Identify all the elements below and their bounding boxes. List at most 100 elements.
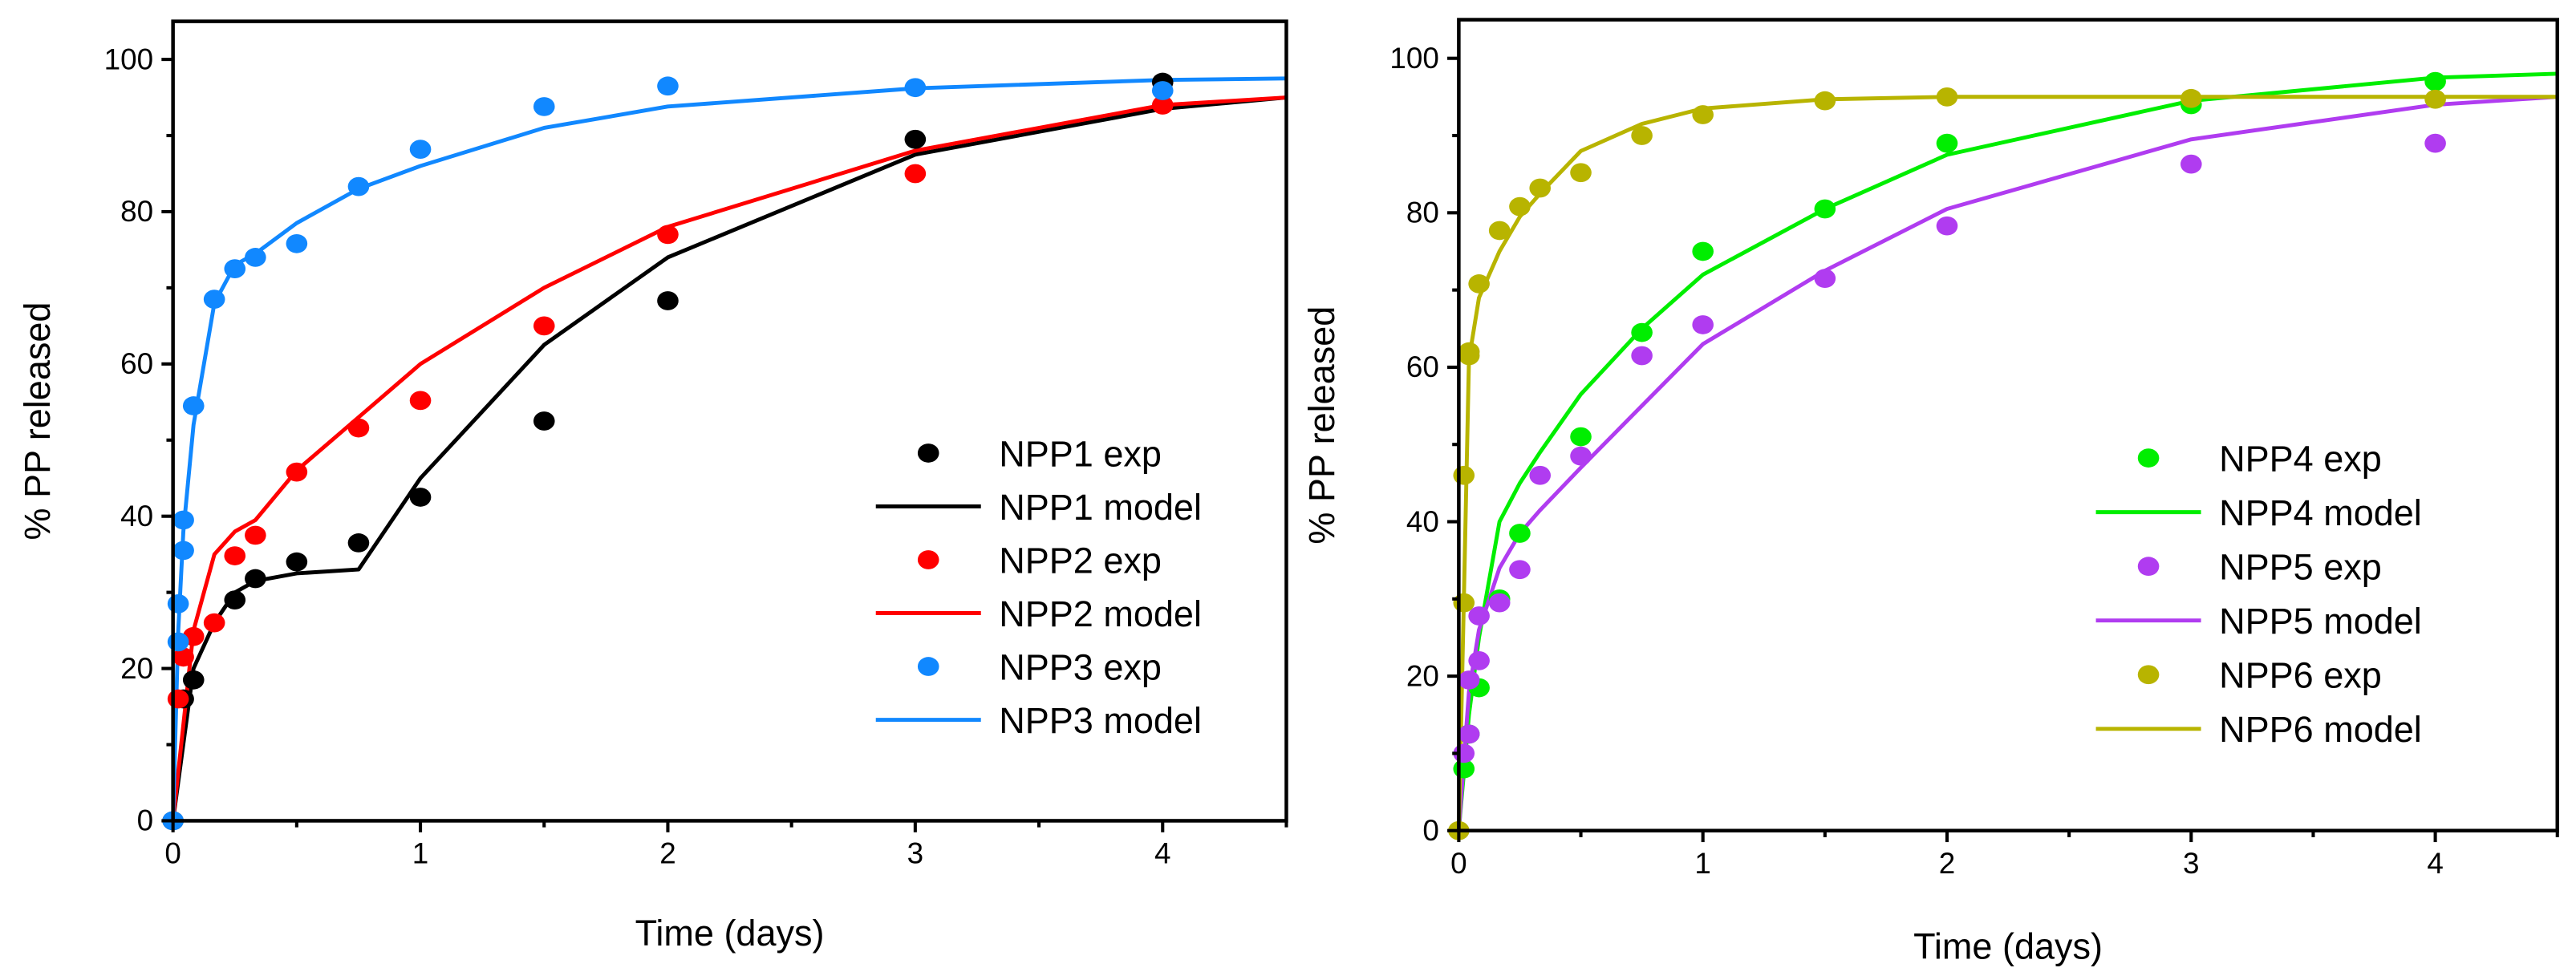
x-tick-label: 3 xyxy=(907,837,923,870)
legend-label: NPP1 model xyxy=(999,487,1202,528)
data-point-npp3-exp xyxy=(245,248,266,267)
y-tick-label: 100 xyxy=(1389,42,1438,75)
series-line-npp6-model xyxy=(1456,95,2558,831)
data-point-npp3-exp xyxy=(172,541,194,561)
legend-marker-point xyxy=(917,443,939,463)
x-tick-label: 3 xyxy=(2183,847,2199,880)
legend-item: NPP4 exp xyxy=(2137,438,2382,479)
legend-marker-point xyxy=(917,550,939,569)
data-point-npp2-exp xyxy=(904,164,927,184)
legend-label: NPP2 exp xyxy=(999,540,1162,581)
data-point-npp5-exp xyxy=(1468,606,1490,626)
legend-item: NPP6 model xyxy=(2095,709,2422,750)
data-point-npp3-exp xyxy=(1151,81,1174,100)
data-point-npp6-exp xyxy=(1814,91,1836,111)
data-point-npp2-exp xyxy=(224,546,246,565)
data-point-npp3-exp xyxy=(167,632,189,652)
y-tick-label: 20 xyxy=(1406,659,1439,692)
data-point-npp2-exp xyxy=(347,418,370,438)
data-point-npp1-exp xyxy=(657,291,679,310)
data-point-npp1-exp xyxy=(409,488,432,507)
y-axis-label: % PP released xyxy=(1301,306,1342,545)
data-point-npp5-exp xyxy=(2180,154,2202,174)
data-point-npp6-exp xyxy=(1458,342,1480,362)
legend-label: NPP3 exp xyxy=(999,646,1162,687)
data-point-npp1-exp xyxy=(904,129,927,149)
data-point-npp6-exp xyxy=(1936,87,1958,107)
legend-item: NPP1 exp xyxy=(917,433,1162,474)
data-point-npp6-exp xyxy=(1509,196,1531,217)
data-point-npp4-exp xyxy=(1692,241,1714,261)
data-point-npp3-exp xyxy=(409,140,432,159)
series-line-npp3-model xyxy=(171,76,1287,821)
data-point-npp5-exp xyxy=(1529,465,1552,485)
data-point-npp3-exp xyxy=(182,396,205,415)
y-tick-label: 100 xyxy=(104,43,153,75)
data-point-npp3-exp xyxy=(904,78,927,98)
y-tick-label: 60 xyxy=(1406,350,1439,383)
data-point-npp3-exp xyxy=(224,259,246,279)
data-point-npp3-exp xyxy=(533,97,555,116)
data-point-npp2-exp xyxy=(533,316,555,336)
data-point-npp1-exp xyxy=(286,552,308,572)
legend-item: NPP3 exp xyxy=(917,646,1162,687)
data-point-npp6-exp xyxy=(1468,274,1490,294)
data-point-npp4-exp xyxy=(1631,322,1653,342)
data-point-npp6-exp xyxy=(1453,465,1475,485)
legend-marker-point xyxy=(2137,557,2160,577)
x-tick-label: 2 xyxy=(659,837,675,870)
legend-label: NPP2 model xyxy=(999,593,1202,634)
data-point-npp1-exp xyxy=(245,569,266,589)
legend-item: NPP4 model xyxy=(2095,492,2422,533)
x-tick-label: 1 xyxy=(412,837,428,870)
series-line-npp2-model xyxy=(171,95,1287,821)
y-tick-label: 60 xyxy=(120,347,153,380)
data-point-npp3-exp xyxy=(172,510,194,530)
legend-marker-point xyxy=(2137,665,2160,685)
data-point-npp6-exp xyxy=(2424,89,2446,109)
legend-label: NPP5 exp xyxy=(2219,547,2382,588)
x-axis-label: Time (days) xyxy=(1913,925,2103,966)
x-tick-label: 4 xyxy=(2427,847,2443,880)
legend: NPP1 exp NPP1 model NPP2 exp NPP2 model NPP3… xyxy=(875,433,1202,741)
legend-label: NPP4 model xyxy=(2219,492,2422,533)
data-point-npp6-exp xyxy=(1570,163,1592,183)
x-tick-label: 1 xyxy=(1694,847,1710,880)
data-point-npp4-exp xyxy=(1936,133,1958,153)
legend-item: NPP5 model xyxy=(2095,601,2422,642)
data-point-npp6-exp xyxy=(2180,88,2202,108)
legend-marker-point xyxy=(917,657,939,676)
data-point-npp4-exp xyxy=(1509,524,1531,543)
data-point-npp1-exp xyxy=(347,533,370,553)
y-tick-label: 80 xyxy=(120,195,153,228)
x-tick-label: 4 xyxy=(1154,837,1170,870)
y-tick-label: 40 xyxy=(120,500,153,533)
data-point-npp2-exp xyxy=(245,525,266,545)
data-point-npp4-exp xyxy=(2424,71,2446,91)
data-point-npp2-exp xyxy=(657,225,679,245)
legend-item: NPP1 model xyxy=(875,487,1202,528)
data-point-npp3-exp xyxy=(203,290,225,310)
data-point-npp4-exp xyxy=(1570,427,1592,447)
legend-marker-point xyxy=(2137,448,2160,468)
x-tick-label: 0 xyxy=(1450,847,1466,880)
legend-item: NPP2 exp xyxy=(917,540,1162,581)
data-point-npp3-exp xyxy=(286,233,308,253)
data-point-npp2-exp xyxy=(1151,95,1174,115)
data-point-npp1-exp xyxy=(533,411,555,431)
y-tick-label: 0 xyxy=(137,804,153,837)
data-point-npp5-exp xyxy=(1468,650,1490,670)
data-point-npp5-exp xyxy=(1570,446,1592,466)
data-point-npp4-exp xyxy=(1814,199,1836,219)
data-point-npp3-exp xyxy=(167,594,189,614)
plot-frame xyxy=(1457,18,2560,832)
legend-item: NPP5 exp xyxy=(2137,547,2382,588)
data-point-npp2-exp xyxy=(409,391,432,411)
legend-item: NPP3 model xyxy=(875,700,1202,741)
y-tick-label: 0 xyxy=(1422,814,1438,847)
data-point-npp6-exp xyxy=(1692,105,1714,124)
y-tick-label: 40 xyxy=(1406,505,1439,538)
legend-label: NPP6 model xyxy=(2219,709,2422,750)
